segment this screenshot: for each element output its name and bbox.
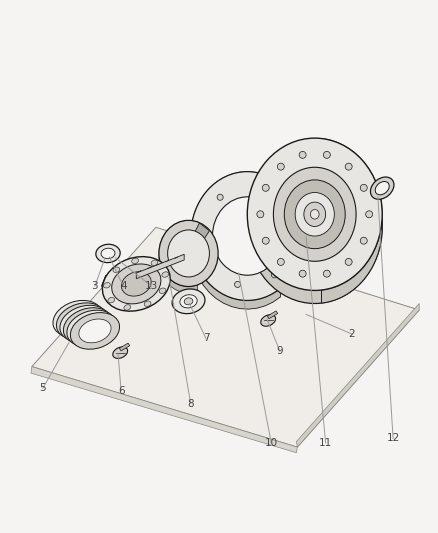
Ellipse shape <box>67 310 116 347</box>
Ellipse shape <box>257 211 264 218</box>
Ellipse shape <box>102 256 170 311</box>
Ellipse shape <box>103 282 110 288</box>
Ellipse shape <box>71 313 120 349</box>
Ellipse shape <box>277 163 284 170</box>
Ellipse shape <box>366 211 373 218</box>
Text: 5: 5 <box>39 383 46 393</box>
Ellipse shape <box>113 347 127 359</box>
Ellipse shape <box>304 202 325 227</box>
Ellipse shape <box>323 151 330 158</box>
Ellipse shape <box>96 244 120 263</box>
Ellipse shape <box>64 308 113 344</box>
Ellipse shape <box>261 314 276 326</box>
Polygon shape <box>32 228 419 447</box>
Ellipse shape <box>168 230 209 277</box>
Text: 7: 7 <box>203 333 209 343</box>
Ellipse shape <box>68 312 101 335</box>
Ellipse shape <box>371 177 394 199</box>
Ellipse shape <box>247 151 382 303</box>
Polygon shape <box>321 139 382 303</box>
Text: 9: 9 <box>277 346 283 357</box>
Text: 10: 10 <box>265 438 278 448</box>
Ellipse shape <box>283 212 290 217</box>
Ellipse shape <box>345 163 352 170</box>
Ellipse shape <box>323 270 330 277</box>
Ellipse shape <box>262 184 269 191</box>
Text: 12: 12 <box>386 433 400 443</box>
Ellipse shape <box>61 307 94 330</box>
Ellipse shape <box>113 267 120 272</box>
Ellipse shape <box>360 184 367 191</box>
Text: 8: 8 <box>187 399 194 409</box>
Text: 11: 11 <box>319 438 332 448</box>
Ellipse shape <box>79 319 111 343</box>
Ellipse shape <box>72 314 104 338</box>
Ellipse shape <box>180 295 197 308</box>
Ellipse shape <box>101 248 115 259</box>
Ellipse shape <box>108 297 115 303</box>
Ellipse shape <box>184 298 193 305</box>
Polygon shape <box>136 254 184 279</box>
Ellipse shape <box>272 272 277 278</box>
Ellipse shape <box>311 209 319 219</box>
Ellipse shape <box>159 288 166 294</box>
Ellipse shape <box>172 289 205 313</box>
Ellipse shape <box>132 258 138 264</box>
Polygon shape <box>267 311 278 319</box>
Text: 2: 2 <box>349 329 355 339</box>
Ellipse shape <box>295 192 334 236</box>
Ellipse shape <box>235 281 240 287</box>
Ellipse shape <box>75 317 108 341</box>
Text: 3: 3 <box>92 281 98 291</box>
Polygon shape <box>119 343 130 351</box>
Ellipse shape <box>191 172 304 301</box>
Polygon shape <box>159 220 198 293</box>
Polygon shape <box>31 367 297 453</box>
Ellipse shape <box>273 167 356 261</box>
Ellipse shape <box>212 197 282 275</box>
Ellipse shape <box>205 255 211 261</box>
Text: 6: 6 <box>118 385 124 395</box>
Ellipse shape <box>217 194 223 200</box>
Ellipse shape <box>162 272 169 277</box>
Ellipse shape <box>254 184 260 191</box>
Ellipse shape <box>112 264 161 304</box>
Ellipse shape <box>121 272 151 296</box>
Ellipse shape <box>124 305 131 310</box>
Ellipse shape <box>375 182 389 195</box>
Ellipse shape <box>65 309 97 333</box>
Polygon shape <box>102 275 154 301</box>
Ellipse shape <box>57 303 106 340</box>
Text: 13: 13 <box>145 281 158 291</box>
Ellipse shape <box>60 305 109 342</box>
Ellipse shape <box>299 270 306 277</box>
Polygon shape <box>297 303 419 447</box>
Text: 4: 4 <box>120 281 127 291</box>
Ellipse shape <box>53 301 102 337</box>
Polygon shape <box>195 223 209 239</box>
Ellipse shape <box>360 237 367 244</box>
Ellipse shape <box>277 259 284 265</box>
Ellipse shape <box>151 260 158 265</box>
Ellipse shape <box>284 180 345 249</box>
Ellipse shape <box>247 138 382 290</box>
Ellipse shape <box>299 151 306 158</box>
Ellipse shape <box>345 259 352 265</box>
Ellipse shape <box>144 301 151 306</box>
Ellipse shape <box>262 237 269 244</box>
Ellipse shape <box>159 220 218 287</box>
Polygon shape <box>191 172 281 309</box>
